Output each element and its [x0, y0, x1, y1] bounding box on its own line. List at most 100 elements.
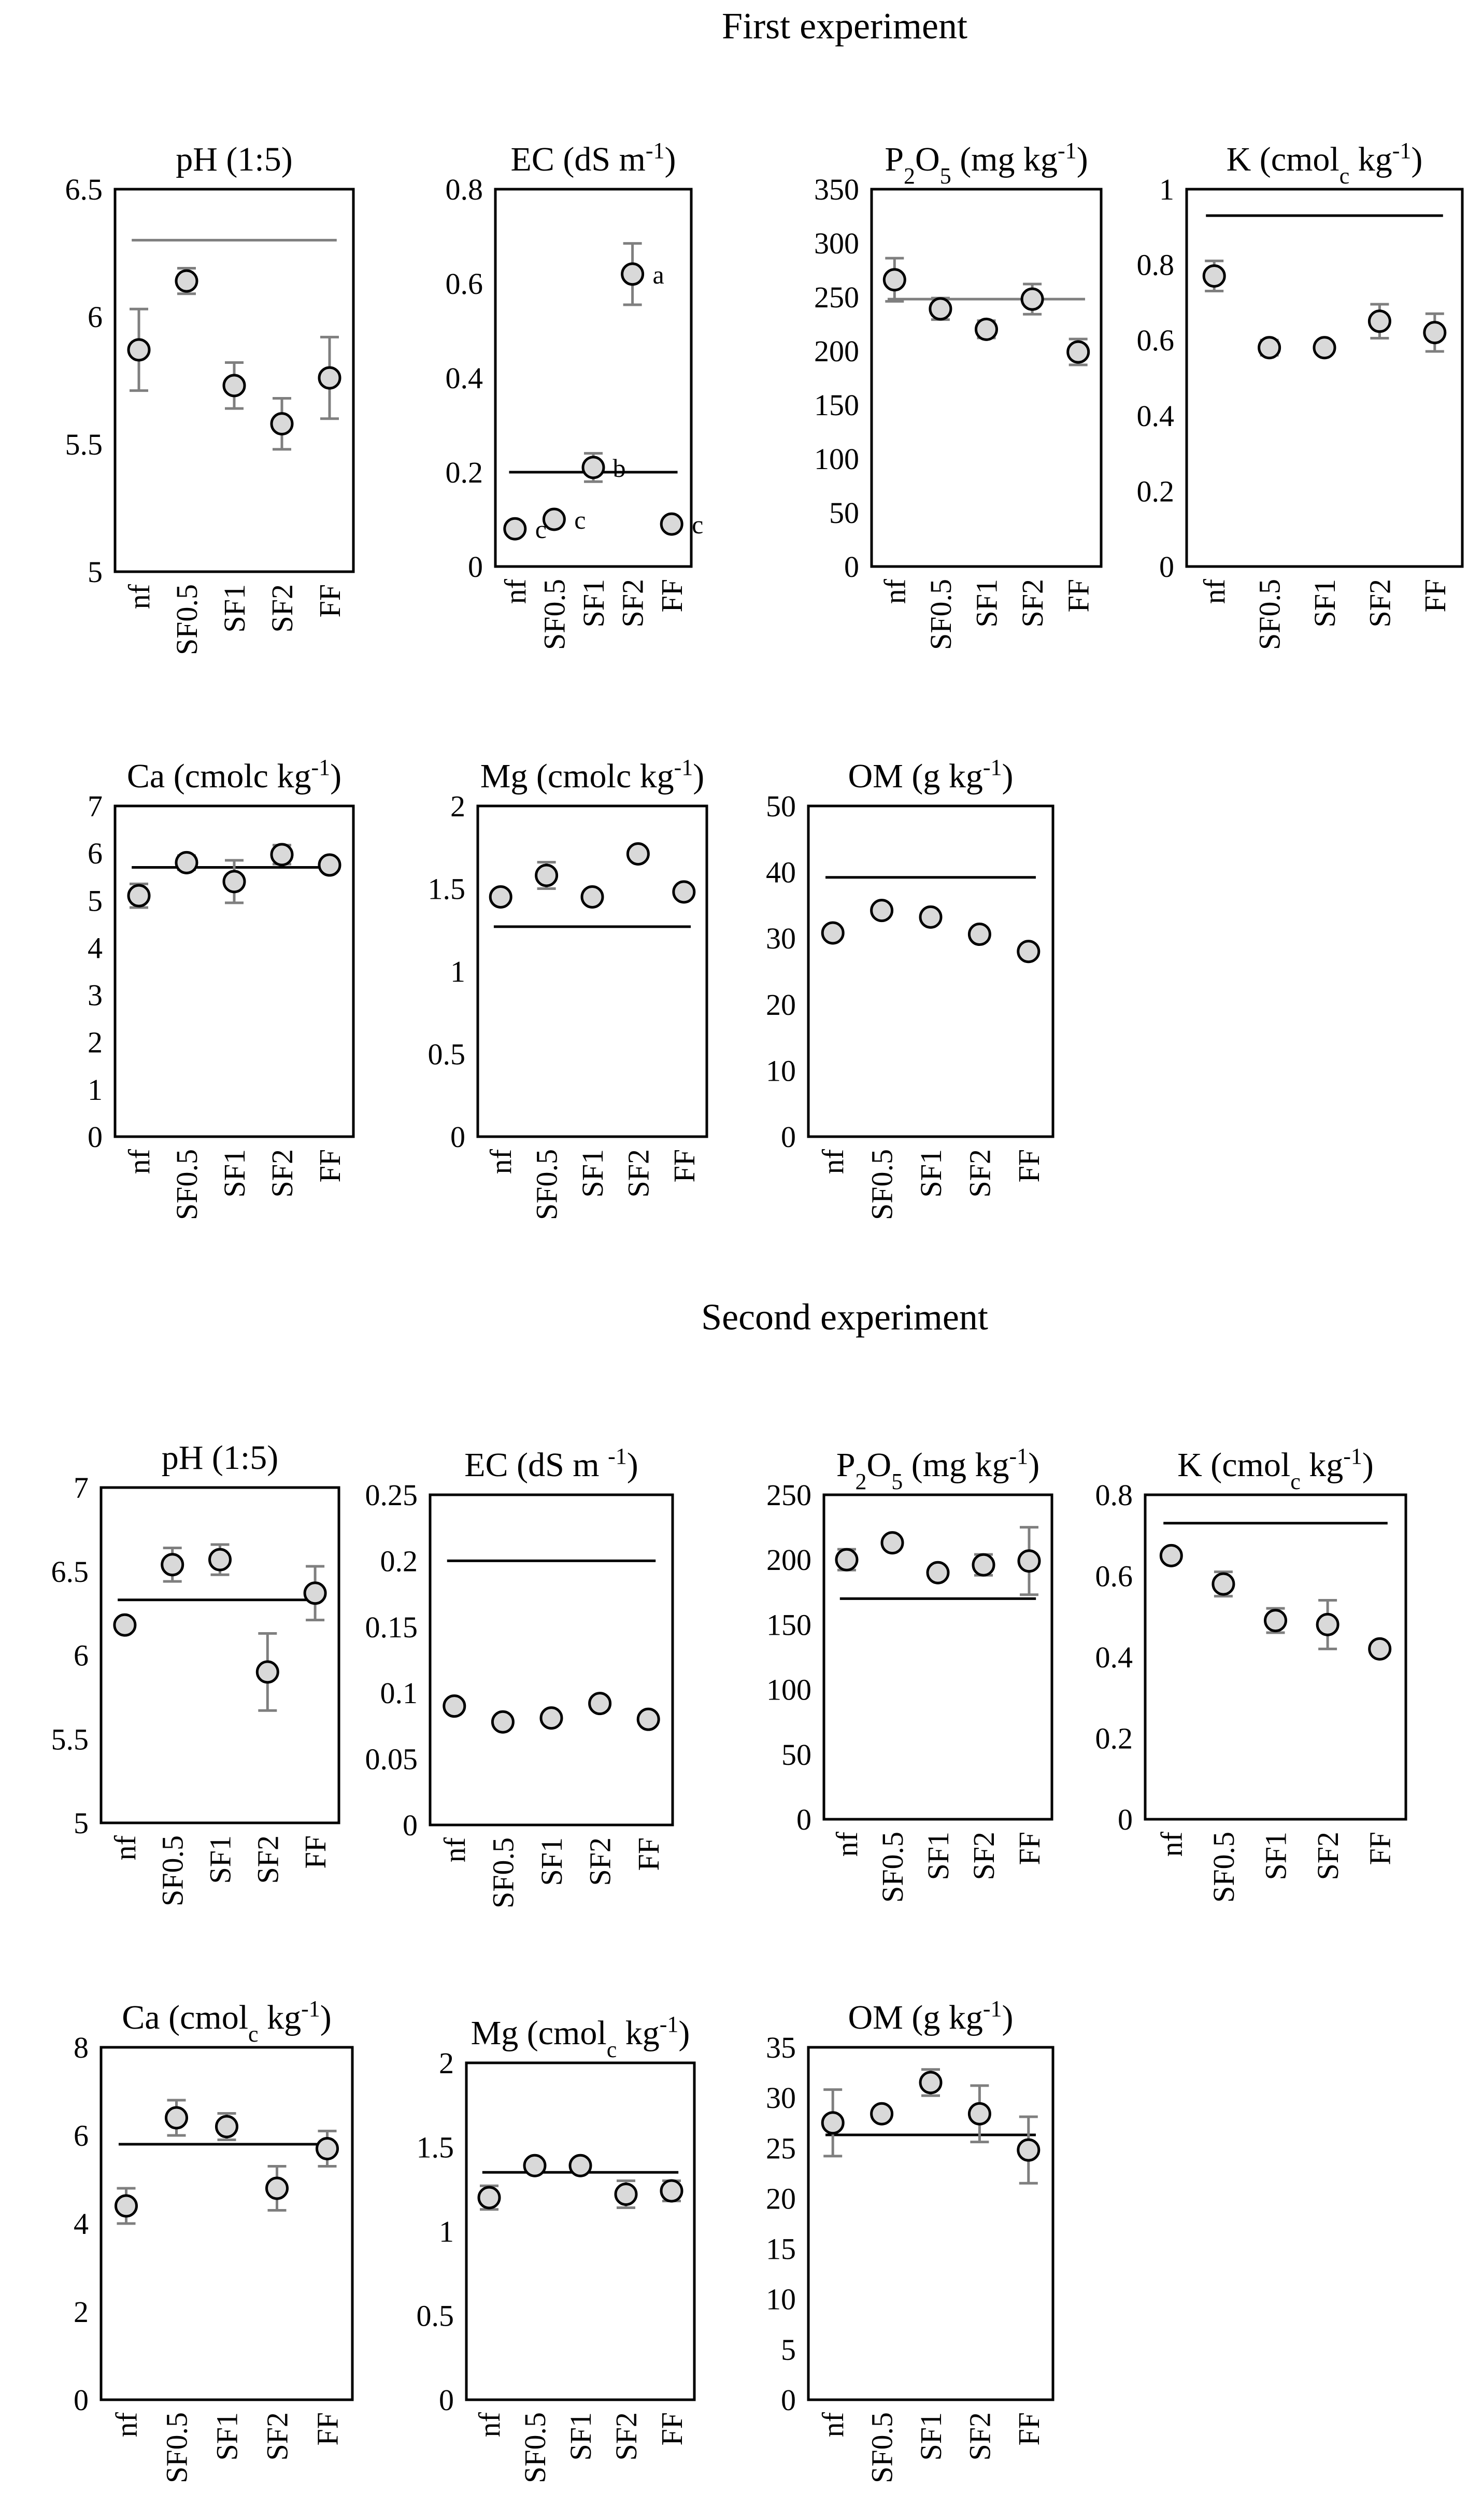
- data-point: [165, 2106, 188, 2130]
- plot-frame: [465, 2061, 696, 2401]
- y-tick-label: 0: [796, 1803, 811, 1836]
- x-tick-label: FF: [1012, 1149, 1046, 1183]
- y-tick-label: 300: [814, 226, 859, 260]
- x-tick-label: FF: [1062, 579, 1095, 613]
- chart-title: EC (dS m-1): [511, 138, 676, 179]
- data-point: [270, 843, 294, 867]
- x-tick-label: FF: [313, 1149, 347, 1183]
- data-point: [208, 1548, 232, 1572]
- y-tick-label: 250: [766, 1478, 811, 1512]
- x-tick-label: SF1: [577, 579, 610, 628]
- x-tick-label: SF0.5: [1253, 579, 1287, 650]
- data-point: [1258, 336, 1281, 360]
- plot-frame: [113, 188, 355, 573]
- x-tick-label: nf: [498, 578, 532, 604]
- y-tick-label: 0.4: [1137, 399, 1175, 433]
- data-point: [660, 512, 683, 536]
- y-tick-label: 0: [439, 2383, 454, 2417]
- plot-frame: [429, 1493, 674, 1827]
- y-tick-label: 100: [766, 1673, 811, 1707]
- x-tick-label: FF: [1418, 579, 1452, 613]
- chart-title: Ca (cmolc kg-1): [122, 1996, 331, 2047]
- y-tick-label: 0.6: [1137, 323, 1175, 357]
- x-tick-label: SF1: [914, 2412, 948, 2461]
- x-tick-label: SF0.5: [1207, 1832, 1241, 1903]
- y-tick-label: 6: [88, 300, 103, 334]
- data-point: [972, 1553, 995, 1577]
- x-tick-label: nf: [816, 1149, 850, 1174]
- x-tick-label: SF2: [609, 2412, 643, 2461]
- data-point: [568, 2154, 592, 2177]
- y-tick-label: 6: [74, 1639, 89, 1673]
- data-point: [535, 863, 559, 887]
- plot-frame: [99, 1486, 340, 1824]
- chart-title: OM (g kg-1): [848, 755, 1014, 796]
- data-point: [127, 338, 151, 362]
- chart-title: K (cmolc kg-1): [1177, 1443, 1374, 1494]
- data-point: [821, 921, 845, 945]
- y-tick-label: 50: [829, 496, 859, 530]
- x-tick-label: SF1: [914, 1149, 948, 1198]
- x-tick-label: SF1: [564, 2412, 597, 2461]
- data-point: [1368, 1637, 1392, 1661]
- x-tick-label: SF1: [210, 2412, 244, 2461]
- y-tick-label: 250: [814, 280, 859, 314]
- x-tick-label: SF2: [621, 1149, 655, 1198]
- x-tick-label: FF: [1012, 2412, 1046, 2446]
- y-tick-label: 5.5: [51, 1722, 89, 1756]
- y-tick-label: 30: [766, 922, 796, 955]
- data-point: [489, 885, 512, 909]
- y-tick-label: 20: [766, 2182, 796, 2215]
- data-point: [835, 1548, 859, 1572]
- data-point: [1423, 321, 1447, 345]
- data-point: [975, 317, 998, 341]
- data-point: [967, 2102, 991, 2126]
- x-tick-label: nf: [830, 1831, 864, 1857]
- chart-title: Mg (cmolc kg-1): [471, 2012, 690, 2062]
- data-point: [113, 1613, 137, 1637]
- x-tick-label: FF: [655, 2412, 689, 2446]
- x-tick-label: FF: [311, 2412, 345, 2446]
- chart-exp2-7: pH (1:5) 5 5.5 6 6.5 7 nf SF0.5 SF1 SF2 FF: [51, 1439, 340, 1906]
- x-tick-label: nf: [122, 1149, 156, 1174]
- x-tick-label: SF0.5: [170, 584, 204, 655]
- y-tick-label: 20: [766, 988, 796, 1022]
- x-tick-label: FF: [632, 1837, 665, 1871]
- x-tick-label: nf: [438, 1837, 472, 1862]
- y-tick-label: 50: [766, 789, 796, 823]
- x-tick-label: FF: [298, 1835, 332, 1869]
- x-tick-label: SF1: [970, 579, 1004, 628]
- chart-title: pH (1:5): [162, 1439, 278, 1477]
- plot-frame: [476, 804, 708, 1138]
- x-tick-label: SF1: [218, 1149, 251, 1198]
- x-tick-label: SF2: [1016, 579, 1049, 628]
- y-tick-label: 0.6: [446, 267, 483, 301]
- y-tick-label: 0.1: [380, 1676, 418, 1710]
- chart-title: P2O5 (mg kg-1): [836, 1443, 1039, 1494]
- data-point: [115, 2194, 138, 2218]
- y-tick-label: 0.2: [1137, 474, 1175, 508]
- y-tick-label: 15: [766, 2232, 796, 2266]
- y-tick-label: 1: [88, 1073, 103, 1107]
- y-tick-label: 6: [88, 837, 103, 870]
- chart-title: EC (dS m -1): [464, 1443, 638, 1484]
- y-tick-label: 1.5: [417, 2131, 454, 2164]
- y-tick-label: 7: [88, 789, 103, 823]
- y-tick-label: 5: [74, 1806, 89, 1840]
- x-tick-label: SF0.5: [530, 1149, 564, 1220]
- y-tick-label: 0.8: [446, 173, 483, 206]
- chart-exp1-5: Mg (cmolc kg-1) 0 0.5 1 1.5 2 nf SF0.5 SF1 SF2 FF: [428, 755, 708, 1220]
- data-point: [581, 456, 605, 479]
- data-point: [318, 366, 341, 390]
- plot-frame: [1144, 1493, 1407, 1821]
- data-point: [255, 1660, 279, 1684]
- data-point: [1367, 309, 1391, 333]
- chart-title: Ca (cmolc kg-1): [127, 755, 341, 796]
- plot-frame: [99, 2046, 354, 2401]
- significance-letter: c: [574, 505, 586, 534]
- y-tick-label: 5.5: [65, 428, 103, 461]
- y-tick-label: 1: [1159, 173, 1174, 206]
- data-point: [222, 374, 246, 398]
- chart-exp2-12: Mg (cmolc kg-1) 0 0.5 1 1.5 2 nf SF0.5 SF1 SF2 FF: [417, 2012, 696, 2483]
